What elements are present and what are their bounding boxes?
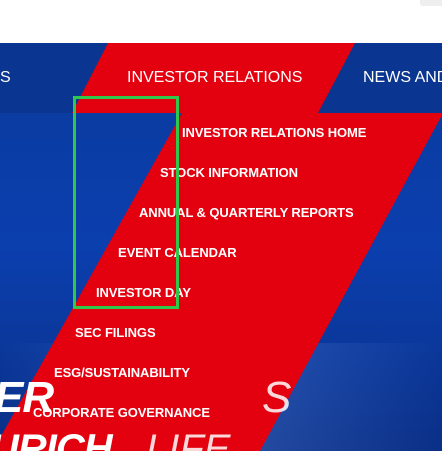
- hero-text-line1-left: ER: [0, 373, 54, 422]
- top-bar: [0, 0, 442, 43]
- dropdown-item-stock-information[interactable]: STOCK INFORMATION: [160, 165, 298, 180]
- dropdown-item-investor-relations-home[interactable]: INVESTOR RELATIONS HOME: [182, 125, 367, 140]
- background-graphic: [0, 43, 442, 451]
- dropdown-item-annual-quarterly-reports[interactable]: ANNUAL & QUARTERLY REPORTS: [139, 205, 354, 220]
- nav-item-previous[interactable]: S: [0, 69, 11, 86]
- dropdown-item-event-calendar[interactable]: EVENT CALENDAR: [118, 245, 237, 260]
- dropdown-item-esg-sustainability[interactable]: ESG/SUSTAINABILITY: [54, 365, 190, 380]
- dropdown-item-investor-day[interactable]: INVESTOR DAY: [96, 285, 191, 300]
- hero-text-line1-right: S: [262, 373, 292, 422]
- nav-item-news[interactable]: NEWS AND: [363, 69, 442, 86]
- navigation-stage: S INVESTOR RELATIONS NEWS AND INVESTOR R…: [0, 43, 442, 451]
- dropdown-item-corporate-governance[interactable]: CORPORATE GOVERNANCE: [33, 405, 210, 420]
- top-bar-corner: [420, 0, 442, 6]
- hero-text-line2-right: LIFE: [146, 427, 231, 451]
- hero-text-line2-left: URICH: [0, 427, 113, 451]
- nav-item-investor-relations[interactable]: INVESTOR RELATIONS: [127, 69, 303, 86]
- dropdown-item-sec-filings[interactable]: SEC FILINGS: [75, 325, 156, 340]
